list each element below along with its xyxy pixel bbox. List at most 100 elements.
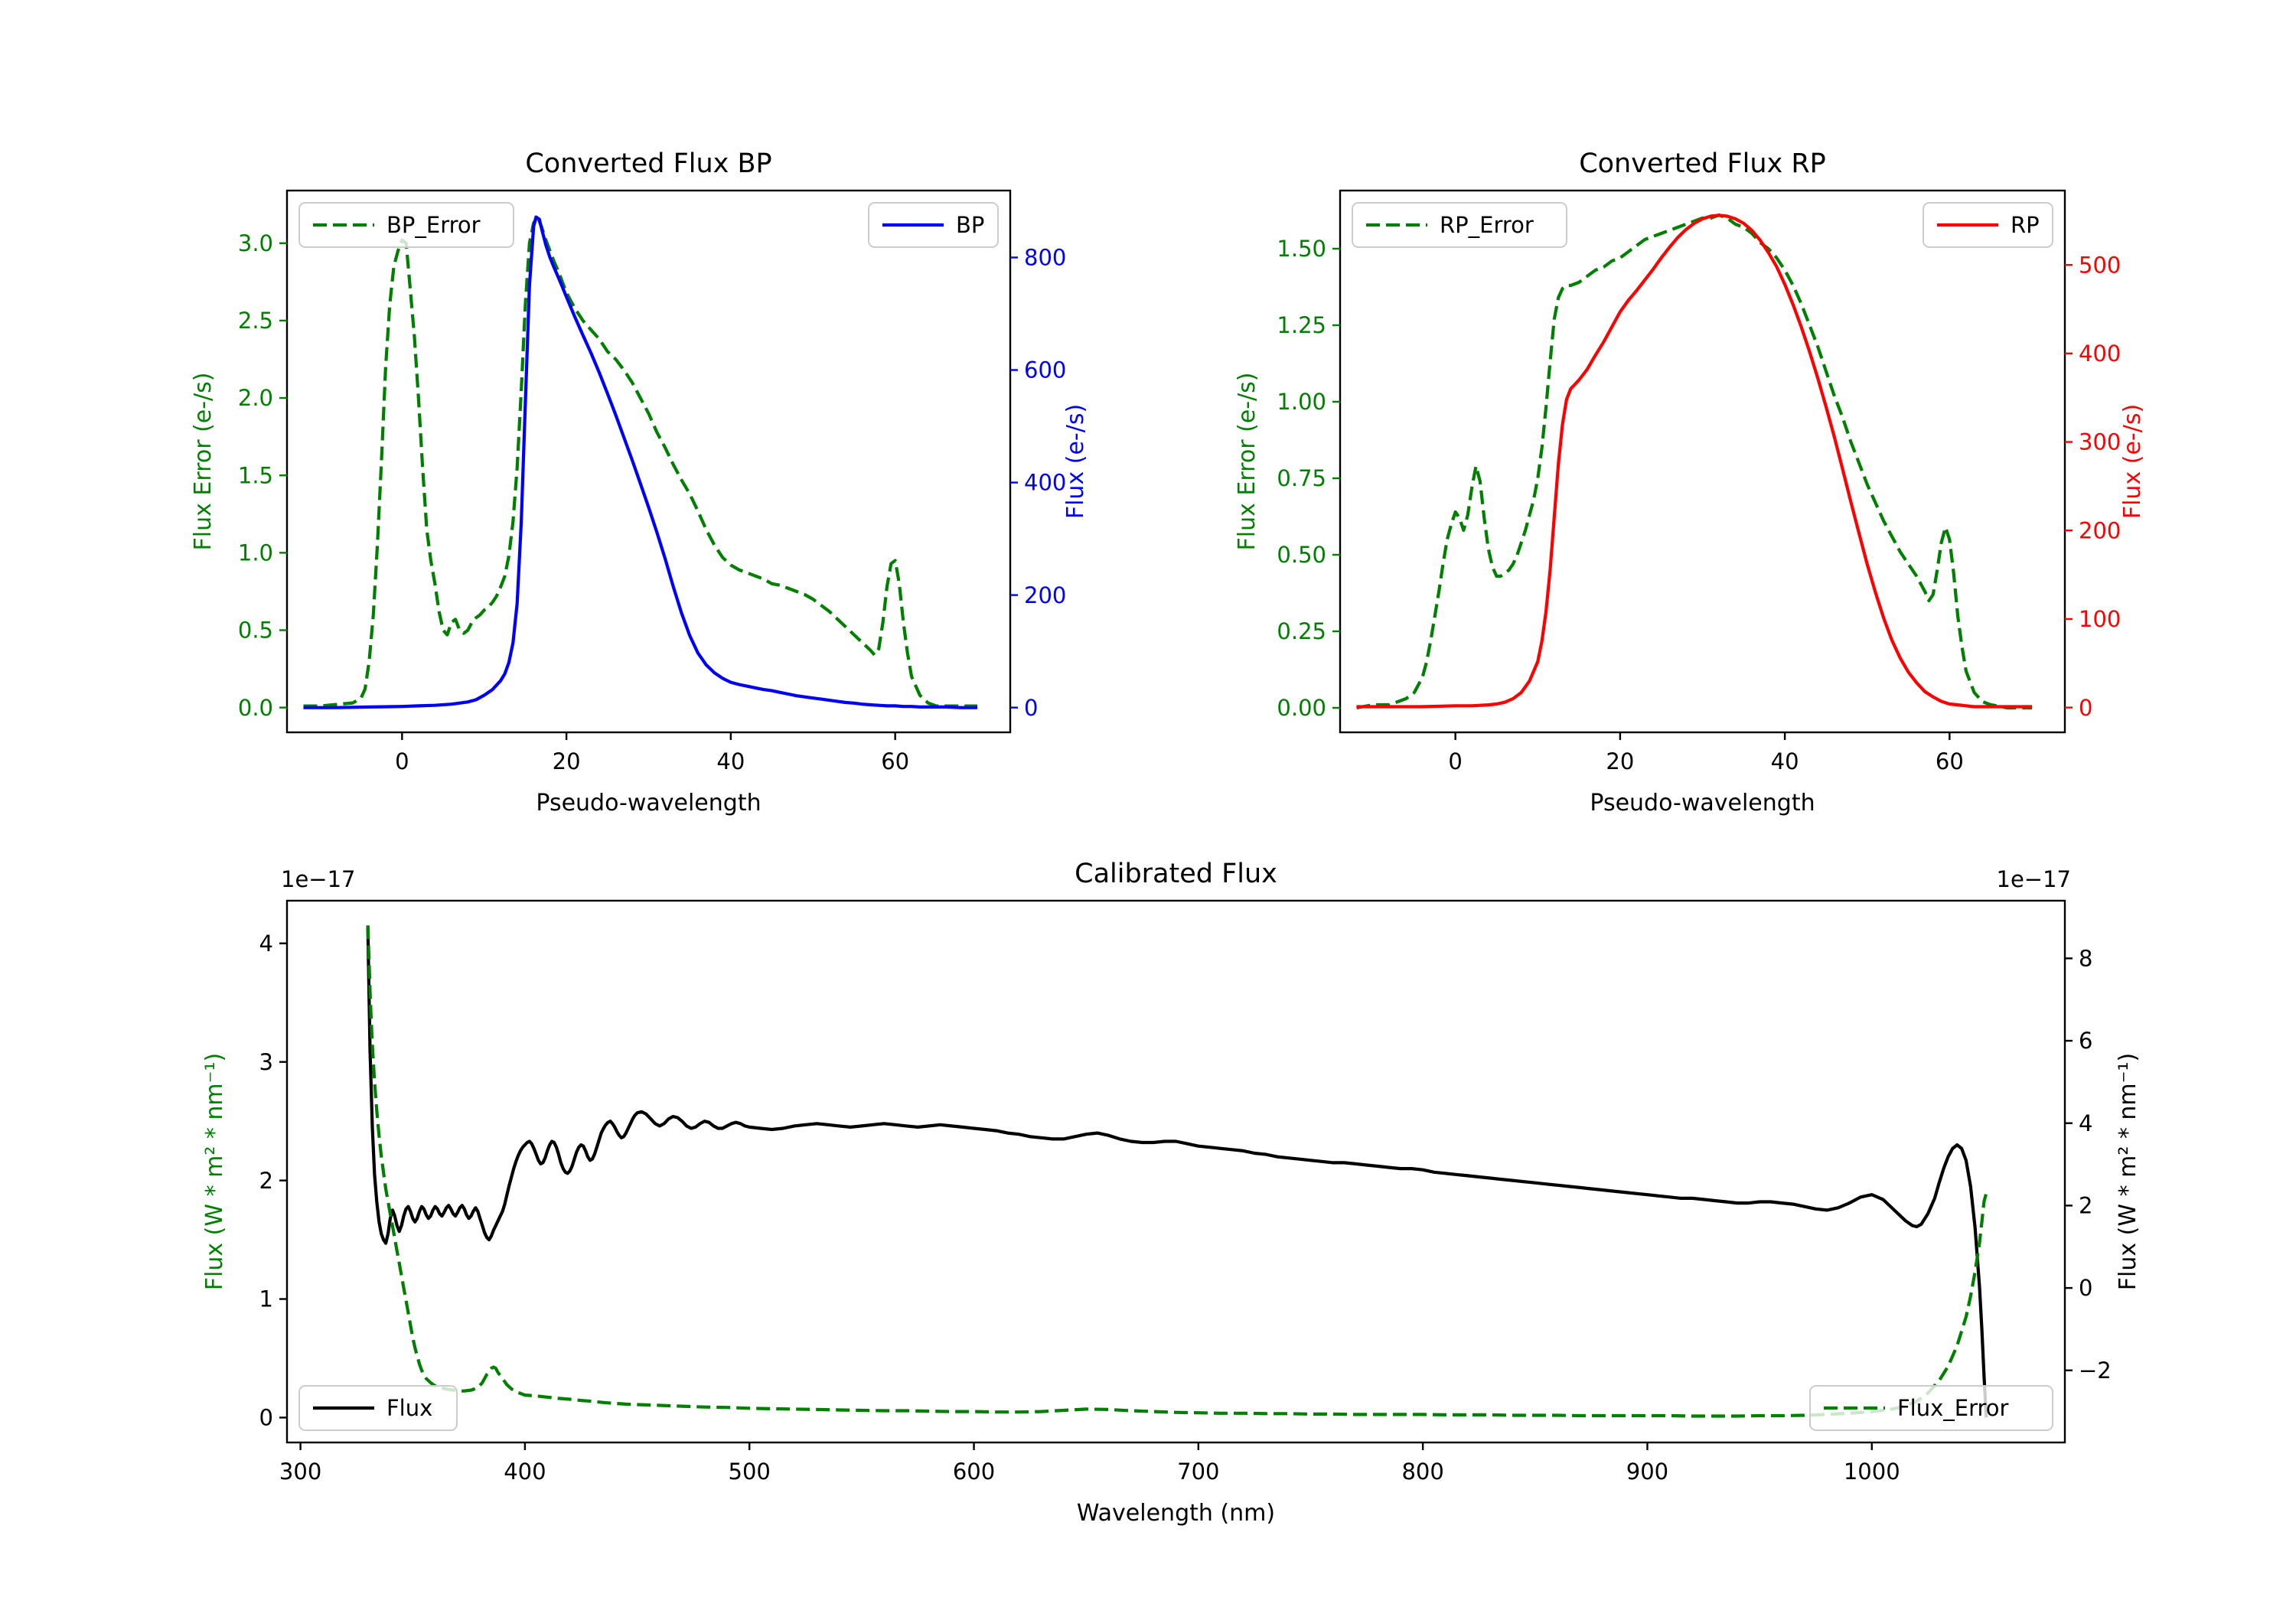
y-tick-label-left: 1 (259, 1286, 273, 1312)
legend-flux: Flux (298, 1385, 458, 1431)
x-tick-label: 500 (729, 1459, 771, 1485)
subplot-calibrated-flux: 300 400 500 600 700 800 900 1000 0 1 2 3 4 −2 0 2 4 6 8 Cal… (201, 859, 2141, 1527)
legend-label: BP (956, 212, 984, 238)
x-tick-label: 20 (553, 748, 581, 774)
x-tick-label: 600 (953, 1459, 995, 1485)
subplot-converted-flux-bp: 0 20 40 60 0.0 0.5 1.0 1.5 2.0 2.5 3.0 0 200 400 600 80… (190, 148, 1089, 817)
y-tick-label-left: 0.5 (238, 618, 273, 644)
y-tick-label-right: 0 (1024, 695, 1038, 721)
legend-rp: RP (1923, 202, 2053, 248)
y-tick-label-left: 0.00 (1277, 695, 1326, 721)
y-tick-label-left: 2.5 (238, 308, 273, 334)
y-axis-label-right: Flux (W * m² * nm⁻¹) (2115, 1053, 2141, 1290)
y-tick-label-left: 1.00 (1277, 389, 1326, 415)
y-tick-label-left: 0 (259, 1405, 273, 1431)
flux-line (366, 925, 1988, 1418)
x-tick-label: 60 (1936, 748, 1964, 774)
x-tick-label: 20 (1606, 748, 1634, 774)
y-axis-label-left: Flux Error (e-/s) (1234, 373, 1261, 551)
legend-label: Flux_Error (1897, 1395, 2009, 1421)
x-tick-label: 300 (279, 1459, 321, 1485)
y-tick-label-left: 1.25 (1277, 312, 1326, 338)
offset-label-left: 1e−17 (281, 866, 356, 892)
x-tick-label: 800 (1401, 1459, 1443, 1485)
legend-flux-error: Flux_Error (1809, 1385, 2053, 1431)
series-group (303, 215, 977, 709)
y-tick-label-right: 100 (2079, 606, 2121, 632)
y-tick-label-right: 8 (2079, 946, 2092, 972)
chart-bp: 0 20 40 60 0.0 0.5 1.0 1.5 2.0 2.5 3.0 0 200 400 600 80… (190, 148, 1089, 817)
rp-error-line (1356, 213, 2032, 710)
x-tick-label: 0 (395, 748, 409, 774)
x-axis-label: Pseudo-wavelength (1590, 790, 1815, 817)
y-tick-label-left: 0.75 (1277, 465, 1326, 491)
x-tick-label: 1000 (1844, 1459, 1900, 1485)
chart-title: Calibrated Flux (1075, 859, 1277, 889)
y-tick-label-right: 0 (2079, 695, 2092, 721)
legend-box (298, 202, 514, 248)
y-axis-label-left: Flux (W * m² * nm⁻¹) (201, 1053, 228, 1290)
bp-error-line (303, 215, 977, 708)
series-group (366, 925, 1988, 1418)
x-tick-label: 40 (1771, 748, 1799, 774)
chart-rp: 0 20 40 60 0.00 0.25 0.50 0.75 1.00 1.25 1.50 0 100 2… (1234, 148, 2146, 817)
y-tick-label-right: 200 (1024, 582, 1066, 608)
y-tick-label-left: 0.25 (1277, 618, 1326, 644)
y-tick-label-right: 400 (2079, 341, 2121, 367)
chart-title: Converted Flux BP (525, 148, 771, 179)
x-tick-label: 900 (1626, 1459, 1668, 1485)
legend-rp-error: RP_Error (1352, 202, 1567, 248)
rp-line (1356, 214, 2032, 709)
y-tick-label-right: 200 (2079, 517, 2121, 543)
y-tick-label-left: 3 (259, 1049, 273, 1075)
y-tick-label-right: 800 (1024, 245, 1066, 271)
y-tick-label-left: 2.0 (238, 385, 273, 411)
legend-label: RP (2011, 212, 2040, 238)
x-tick-label: 700 (1177, 1459, 1219, 1485)
x-axis-label: Pseudo-wavelength (536, 790, 761, 817)
chart-title: Converted Flux RP (1579, 148, 1826, 179)
offset-label-right: 1e−17 (1997, 866, 2072, 892)
y-axis-label-right: Flux (e-/s) (1062, 404, 1089, 519)
y-tick-label-right: 500 (2079, 252, 2121, 278)
y-tick-label-left: 0.0 (238, 695, 273, 721)
y-axis-label-left: Flux Error (e-/s) (190, 373, 217, 551)
legend-label: BP_Error (386, 212, 481, 238)
y-tick-label-right: 600 (1024, 357, 1066, 383)
y-tick-label-left: 2 (259, 1168, 273, 1194)
legend-box (1352, 202, 1567, 248)
subplot-converted-flux-rp: 0 20 40 60 0.00 0.25 0.50 0.75 1.00 1.25 1.50 0 100 2… (1234, 148, 2146, 817)
legend-bp-error: BP_Error (298, 202, 514, 248)
x-axis-label: Wavelength (nm) (1077, 1500, 1275, 1527)
x-tick-label: 60 (881, 748, 909, 774)
y-tick-label-right: 300 (2079, 429, 2121, 455)
x-tick-label: 400 (504, 1459, 546, 1485)
series-group (1356, 213, 2032, 710)
chart-calibrated: 300 400 500 600 700 800 900 1000 0 1 2 3 4 −2 0 2 4 6 8 Cal… (201, 859, 2141, 1527)
x-tick-label: 40 (716, 748, 745, 774)
flux-error-line (366, 925, 1988, 1418)
y-tick-label-right: 2 (2079, 1193, 2092, 1219)
y-tick-label-left: 1.0 (238, 539, 273, 566)
legend-box (298, 1385, 458, 1431)
legend-label: RP_Error (1440, 212, 1534, 238)
y-tick-label-left: 1.5 (238, 462, 273, 488)
legend-bp: BP (868, 202, 999, 248)
legend-box (1809, 1385, 2053, 1431)
x-tick-label: 0 (1448, 748, 1462, 774)
y-tick-label-left: 0.50 (1277, 542, 1326, 568)
y-tick-label-left: 1.50 (1277, 236, 1326, 262)
y-tick-label-right: 6 (2079, 1028, 2092, 1054)
axes-frame (285, 189, 1012, 734)
y-tick-label-right: −2 (2079, 1358, 2112, 1384)
y-axis-label-right: Flux (e-/s) (2119, 404, 2146, 519)
y-tick-label-right: 400 (1024, 470, 1066, 496)
y-tick-label-right: 4 (2079, 1110, 2092, 1136)
bp-line (303, 215, 977, 709)
axes-frame (1339, 189, 2066, 734)
axes-frame (285, 899, 2066, 1444)
y-tick-label-left: 3.0 (238, 230, 273, 256)
y-tick-label-left: 4 (259, 931, 273, 957)
y-tick-label-right: 0 (2079, 1275, 2092, 1301)
